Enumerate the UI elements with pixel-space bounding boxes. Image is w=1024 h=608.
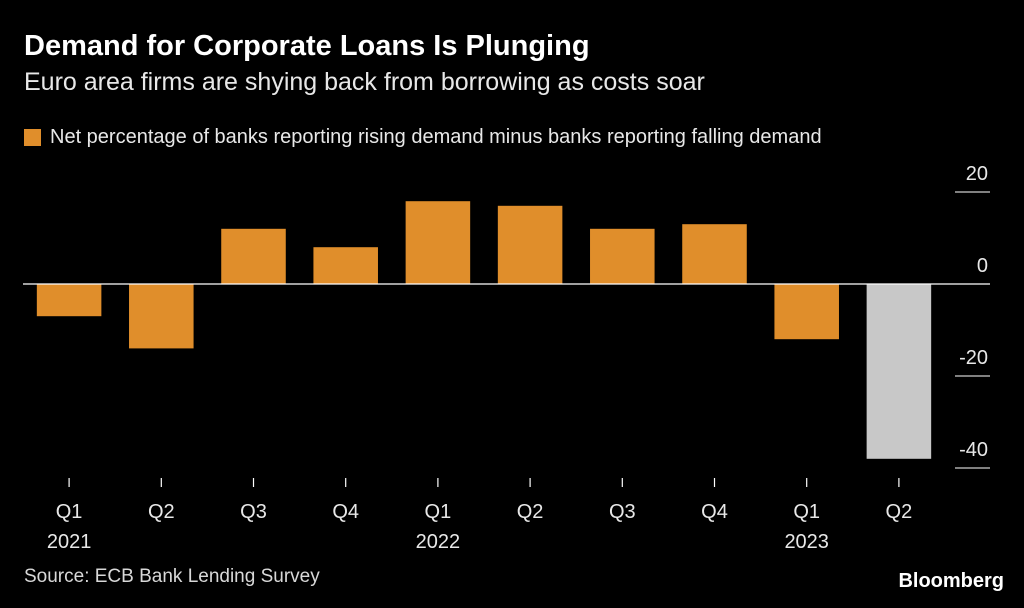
y-tick-label: 0 (977, 255, 988, 277)
x-tick-label: Q3 (609, 501, 636, 523)
bar-q2-2021 (129, 284, 194, 349)
y-tick-label: -40 (959, 439, 988, 461)
bar-q4-2022 (682, 224, 747, 284)
y-tick-label: -20 (959, 347, 988, 369)
x-tick-label: Q2 (886, 501, 913, 523)
x-year-label: 2021 (47, 531, 92, 553)
x-tick-label: Q3 (240, 501, 267, 523)
legend-swatch (24, 129, 41, 146)
legend: Net percentage of banks reporting rising… (24, 126, 822, 149)
chart-subtitle: Euro area firms are shying back from bor… (24, 68, 705, 96)
x-year-label: 2023 (784, 531, 829, 553)
bar-q3-2022 (590, 228, 655, 284)
x-tick-label: Q2 (148, 501, 175, 523)
x-tick-label: Q1 (793, 501, 820, 523)
bar-q2-2022 (497, 205, 563, 284)
chart-title: Demand for Corporate Loans Is Plunging (24, 30, 590, 62)
y-tick-label: 20 (966, 163, 988, 185)
source-note: Source: ECB Bank Lending Survey (24, 566, 320, 587)
bar-q1-2021 (36, 284, 102, 317)
x-year-label: 2022 (416, 531, 461, 553)
x-tick-label: Q4 (332, 501, 359, 523)
bar-q1-2023 (774, 284, 839, 340)
x-tick-label: Q2 (517, 501, 544, 523)
bar-q1-2022 (405, 201, 471, 284)
x-tick-label: Q4 (701, 501, 728, 523)
x-tick-label: Q1 (56, 501, 83, 523)
bar-q4-2021 (313, 247, 378, 284)
x-tick-label: Q1 (425, 501, 452, 523)
bar-q2-2023 (866, 284, 932, 459)
bar-q3-2021 (221, 228, 286, 284)
legend-label: Net percentage of banks reporting rising… (50, 126, 822, 148)
bloomberg-logo: Bloomberg (898, 570, 1004, 592)
